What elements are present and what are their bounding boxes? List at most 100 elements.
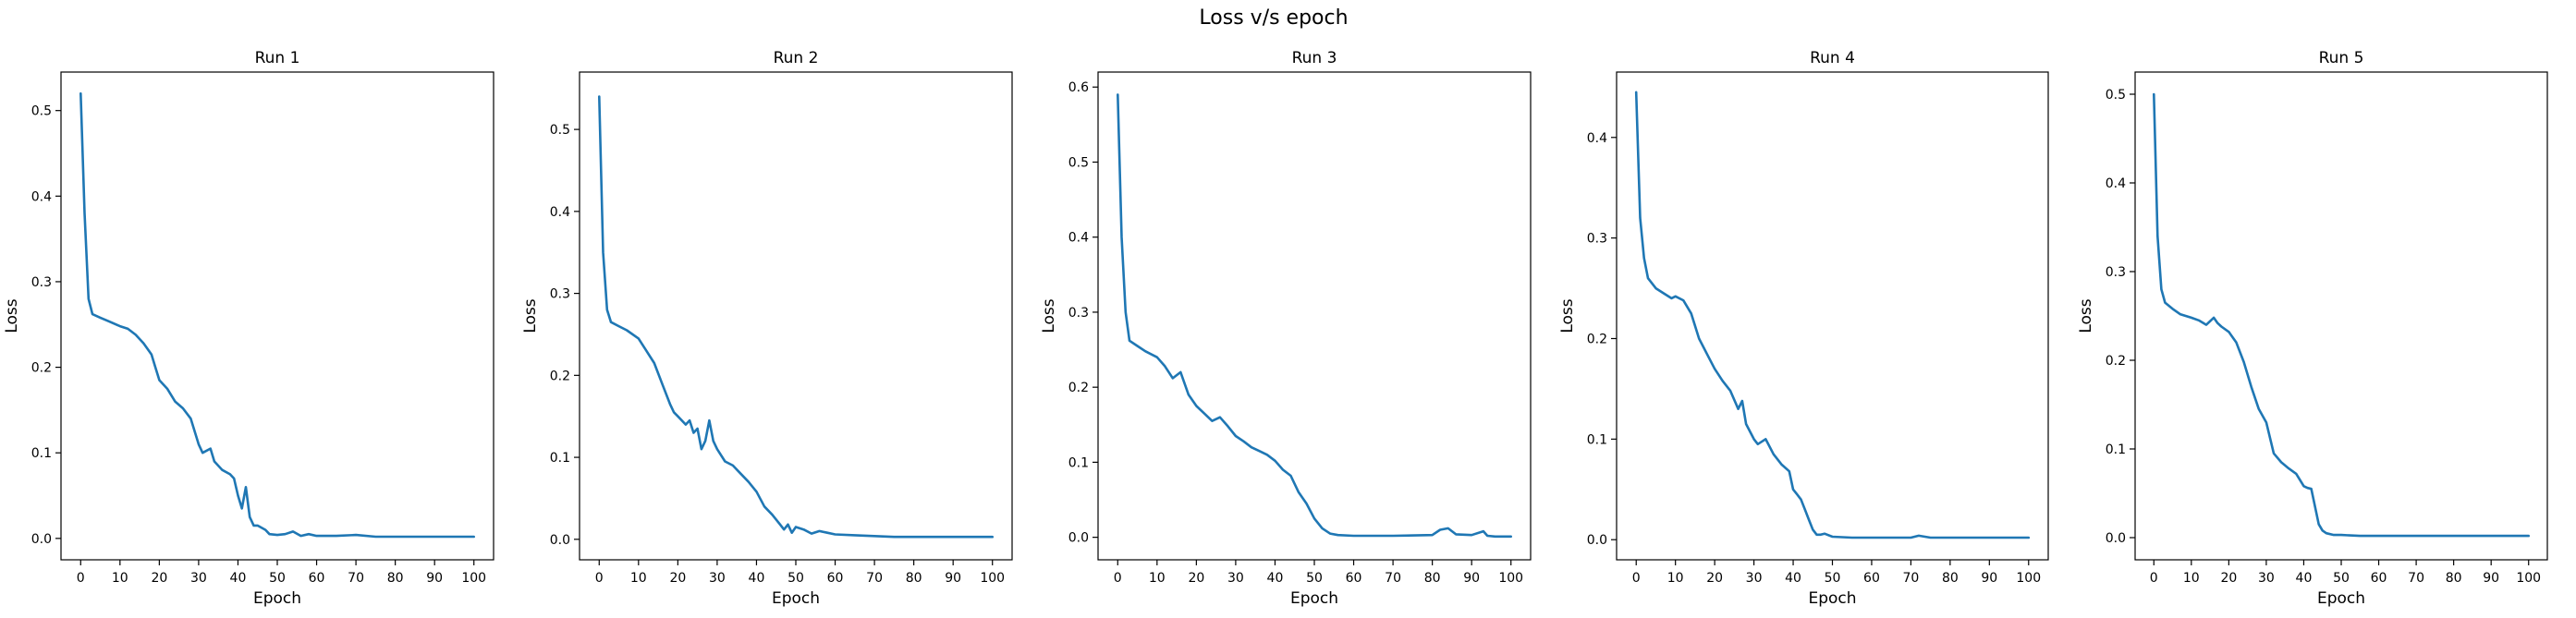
- x-tick-label: 0: [77, 571, 85, 586]
- axes-frame: [1097, 71, 1532, 561]
- subplot-title: Run 1: [255, 49, 300, 67]
- y-tick-label: 0.1: [1587, 432, 1607, 447]
- x-tick-label: 0: [2150, 571, 2158, 586]
- x-tick-label: 40: [749, 571, 765, 586]
- subplot-run-1: Run 1 0 10 20 30 40 50 60 70 80 90 100 0.0 0.1 0.2 0.3 0…: [3, 49, 494, 608]
- x-axis-label: Epoch: [772, 589, 820, 608]
- y-tick-label: 0.5: [1068, 155, 1089, 170]
- x-tick-label: 90: [2483, 571, 2499, 586]
- subplot-run-3: Run 3 0 10 20 30 40 50 60 70 80 90 100 0.0 0.1 0.2 0.3 0…: [1040, 49, 1532, 608]
- x-tick-label: 100: [461, 571, 486, 586]
- x-tick-label: 60: [309, 571, 325, 586]
- x-tick-label: 20: [669, 571, 686, 586]
- y-tick-label: 0.1: [1068, 455, 1089, 470]
- y-tick-label: 0.6: [1068, 80, 1089, 95]
- x-tick-label: 90: [1981, 571, 1997, 586]
- x-tick-label: 80: [387, 571, 404, 586]
- x-tick-label: 60: [827, 571, 844, 586]
- y-axis-label: Loss: [521, 298, 540, 333]
- y-tick-label: 0.2: [1068, 381, 1089, 395]
- x-tick-label: 80: [1424, 571, 1441, 586]
- y-tick-label: 0.5: [31, 104, 52, 119]
- loss-line-series-1: [1117, 93, 1512, 539]
- y-tick-label: 0.0: [1587, 533, 1607, 548]
- x-tick-label: 60: [1863, 571, 1880, 586]
- y-tick-label: 0.2: [2106, 354, 2126, 369]
- x-tick-label: 30: [190, 571, 207, 586]
- x-tick-label: 100: [1498, 571, 1523, 586]
- x-tick-label: 50: [1306, 571, 1323, 586]
- x-tick-label: 30: [1746, 571, 1763, 586]
- x-tick-label: 10: [1667, 571, 1684, 586]
- x-tick-label: 50: [2333, 571, 2350, 586]
- x-tick-label: 0: [1114, 571, 1122, 586]
- subplot-title: Run 2: [774, 49, 819, 67]
- x-tick-label: 70: [1902, 571, 1919, 586]
- y-axis-label: Loss: [1558, 298, 1577, 333]
- x-axis-label: Epoch: [253, 589, 301, 608]
- y-tick-label: 0.4: [550, 205, 570, 220]
- x-tick-label: 70: [1385, 571, 1401, 586]
- x-axis-label: Epoch: [1808, 589, 1856, 608]
- x-tick-label: 20: [1706, 571, 1723, 586]
- x-tick-label: 40: [2296, 571, 2313, 586]
- x-tick-label: 50: [1825, 571, 1841, 586]
- y-tick-label: 0.5: [550, 123, 570, 138]
- y-tick-label: 0.4: [1587, 131, 1607, 146]
- x-tick-label: 20: [2220, 571, 2237, 586]
- y-tick-label: 0.5: [2106, 88, 2126, 103]
- x-tick-label: 0: [595, 571, 604, 586]
- y-tick-label: 0.2: [31, 361, 52, 376]
- x-tick-label: 90: [426, 571, 443, 586]
- y-tick-label: 0.3: [1068, 306, 1089, 321]
- x-tick-label: 40: [1785, 571, 1801, 586]
- subplot-run-2: Run 2 0 10 20 30 40 50 60 70 80 90 100 0.0 0.1 0.2 0.3 0…: [521, 49, 1013, 608]
- axes-frame: [60, 71, 494, 561]
- y-tick-label: 0.2: [550, 369, 570, 383]
- x-axis-label: Epoch: [1290, 589, 1338, 608]
- y-tick-label: 0.3: [31, 275, 52, 290]
- x-tick-label: 70: [866, 571, 883, 586]
- x-tick-label: 70: [2408, 571, 2424, 586]
- loss-line-series-1: [79, 91, 476, 539]
- y-tick-label: 0.3: [2106, 265, 2126, 280]
- x-axis-label: Epoch: [2317, 589, 2365, 608]
- x-tick-label: 10: [112, 571, 128, 586]
- y-tick-label: 0.0: [2106, 531, 2126, 546]
- x-tick-label: 100: [2516, 571, 2541, 586]
- y-tick-label: 0.0: [31, 532, 52, 547]
- y-tick-label: 0.2: [1587, 332, 1607, 346]
- x-tick-label: 90: [1463, 571, 1480, 586]
- y-tick-label: 0.4: [2106, 176, 2126, 191]
- x-tick-label: 80: [1942, 571, 1959, 586]
- axes-frame: [2134, 71, 2548, 561]
- loss-line-series-1: [1634, 91, 2031, 539]
- y-axis-label: Loss: [1040, 298, 1058, 333]
- subplot-run-4: Run 4 0 10 20 30 40 50 60 70 80 90 100 0.0 0.1 0.2 0.3 0…: [1558, 49, 2049, 608]
- x-tick-label: 10: [630, 571, 647, 586]
- x-tick-label: 0: [1632, 571, 1641, 586]
- subplot-run-5: Run 5 0 10 20 30 40 50 60 70 80 90 100 0.0 0.1 0.2 0.3 0…: [2077, 49, 2548, 608]
- x-tick-label: 100: [980, 571, 1005, 586]
- x-tick-label: 10: [1149, 571, 1166, 586]
- x-tick-label: 30: [2258, 571, 2275, 586]
- subplot-title: Run 5: [2319, 49, 2364, 67]
- x-tick-label: 20: [151, 571, 167, 586]
- y-tick-label: 0.3: [550, 287, 570, 302]
- x-tick-label: 90: [945, 571, 961, 586]
- y-tick-label: 0.0: [550, 533, 570, 548]
- y-tick-label: 0.4: [1068, 231, 1089, 246]
- x-tick-label: 60: [1346, 571, 1362, 586]
- x-tick-label: 80: [906, 571, 922, 586]
- axes-frame: [1616, 71, 2049, 561]
- y-tick-label: 0.3: [1587, 232, 1607, 247]
- y-tick-label: 0.1: [31, 446, 52, 461]
- loss-line-series-1: [2153, 92, 2530, 538]
- subplot-title: Run 3: [1292, 49, 1337, 67]
- y-axis-label: Loss: [3, 298, 21, 333]
- x-tick-label: 70: [348, 571, 364, 586]
- x-tick-label: 50: [269, 571, 286, 586]
- axes-frame: [579, 71, 1013, 561]
- x-tick-label: 20: [1188, 571, 1204, 586]
